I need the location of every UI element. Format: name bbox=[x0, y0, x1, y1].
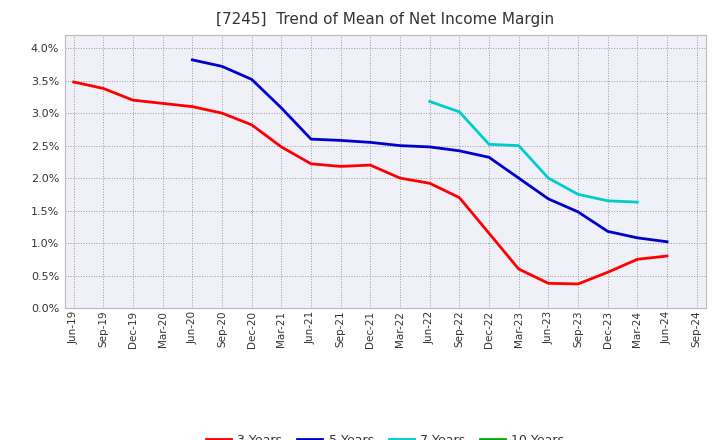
5 Years bbox=[366, 140, 374, 145]
3 Years bbox=[396, 176, 405, 181]
7 Years bbox=[455, 109, 464, 114]
3 Years bbox=[366, 162, 374, 168]
7 Years bbox=[633, 199, 642, 205]
3 Years bbox=[69, 79, 78, 84]
3 Years bbox=[336, 164, 345, 169]
5 Years bbox=[217, 64, 226, 69]
3 Years bbox=[633, 257, 642, 262]
5 Years bbox=[633, 235, 642, 241]
3 Years bbox=[426, 181, 434, 186]
5 Years bbox=[662, 239, 671, 244]
5 Years bbox=[544, 196, 553, 202]
Line: 7 Years: 7 Years bbox=[430, 102, 637, 202]
3 Years bbox=[188, 104, 197, 109]
3 Years bbox=[129, 98, 138, 103]
5 Years bbox=[574, 209, 582, 215]
7 Years bbox=[426, 99, 434, 104]
3 Years bbox=[544, 281, 553, 286]
5 Years bbox=[396, 143, 405, 148]
3 Years bbox=[277, 144, 286, 150]
5 Years bbox=[455, 148, 464, 154]
5 Years bbox=[485, 155, 493, 160]
3 Years bbox=[307, 161, 315, 166]
7 Years bbox=[574, 192, 582, 197]
5 Years bbox=[336, 138, 345, 143]
3 Years bbox=[574, 281, 582, 286]
5 Years bbox=[426, 144, 434, 150]
3 Years bbox=[248, 122, 256, 128]
3 Years bbox=[158, 101, 167, 106]
7 Years bbox=[514, 143, 523, 148]
3 Years bbox=[603, 270, 612, 275]
7 Years bbox=[544, 176, 553, 181]
3 Years bbox=[455, 195, 464, 200]
5 Years bbox=[277, 105, 286, 110]
Legend: 3 Years, 5 Years, 7 Years, 10 Years: 3 Years, 5 Years, 7 Years, 10 Years bbox=[201, 429, 570, 440]
3 Years bbox=[662, 253, 671, 259]
5 Years bbox=[307, 136, 315, 142]
5 Years bbox=[188, 57, 197, 62]
3 Years bbox=[99, 86, 108, 91]
5 Years bbox=[514, 176, 523, 181]
5 Years bbox=[248, 77, 256, 82]
7 Years bbox=[485, 142, 493, 147]
Line: 5 Years: 5 Years bbox=[192, 60, 667, 242]
7 Years bbox=[603, 198, 612, 203]
Line: 3 Years: 3 Years bbox=[73, 82, 667, 284]
3 Years bbox=[217, 110, 226, 116]
Title: [7245]  Trend of Mean of Net Income Margin: [7245] Trend of Mean of Net Income Margi… bbox=[216, 12, 554, 27]
3 Years bbox=[485, 231, 493, 236]
5 Years bbox=[603, 229, 612, 234]
3 Years bbox=[514, 266, 523, 271]
